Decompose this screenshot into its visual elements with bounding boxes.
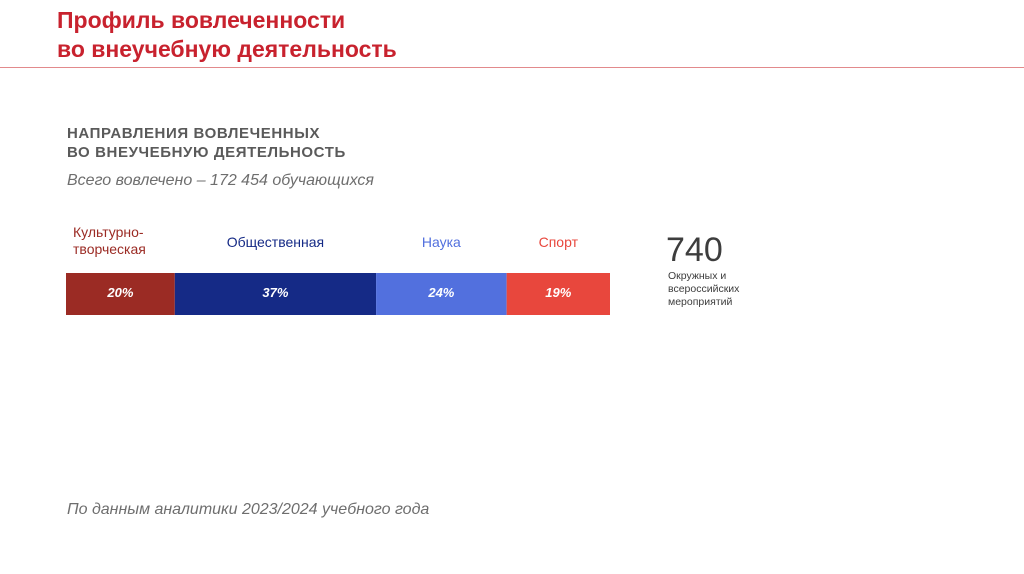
bar-data-label-3: 24%: [427, 285, 454, 300]
events-caption: Окружных и всероссийских мероприятий: [668, 270, 778, 309]
total-participants: Всего вовлечено – 172 454 обучающихся: [67, 172, 374, 189]
events-caption-line-1: Окружных и: [668, 270, 727, 282]
section-heading-line-1: НАПРАВЛЕНИЯ ВОВЛЕЧЕННЫХ: [67, 125, 321, 142]
category-label-4: Спорт: [538, 234, 578, 250]
section-heading-line-2: ВО ВНЕУЧЕБНУЮ ДЕЯТЕЛЬНОСТЬ: [67, 144, 346, 161]
category-label-2: Общественная: [226, 234, 325, 250]
section-heading: НАПРАВЛЕНИЯ ВОВЛЕЧЕННЫХ ВО ВНЕУЧЕБНУЮ ДЕ…: [67, 124, 346, 162]
bar-data-label-4: 19%: [545, 285, 571, 300]
events-count: 740: [666, 231, 723, 269]
category-label-3: Наука: [421, 234, 461, 250]
bar-segment-1: [66, 273, 175, 315]
bar-segment-2: [174, 273, 377, 315]
page-title: Профиль вовлеченности во внеучебную деят…: [57, 6, 397, 64]
page-title-line-2: во внеучебную деятельность: [57, 36, 397, 62]
bar-segment-4: [506, 273, 610, 315]
events-caption-line-3: мероприятий: [668, 296, 733, 308]
bar-segment-3: [376, 273, 507, 315]
page-title-line-1: Профиль вовлеченности: [57, 7, 346, 33]
events-caption-line-2: всероссийских: [668, 283, 740, 295]
bar-data-label-1: 20%: [106, 285, 133, 300]
title-divider: [0, 67, 1024, 68]
category-label-1: Культурно-творческая: [73, 224, 146, 257]
bar-data-label-2: 37%: [262, 285, 288, 300]
source-note: По данным аналитики 2023/2024 учебного г…: [67, 501, 430, 518]
